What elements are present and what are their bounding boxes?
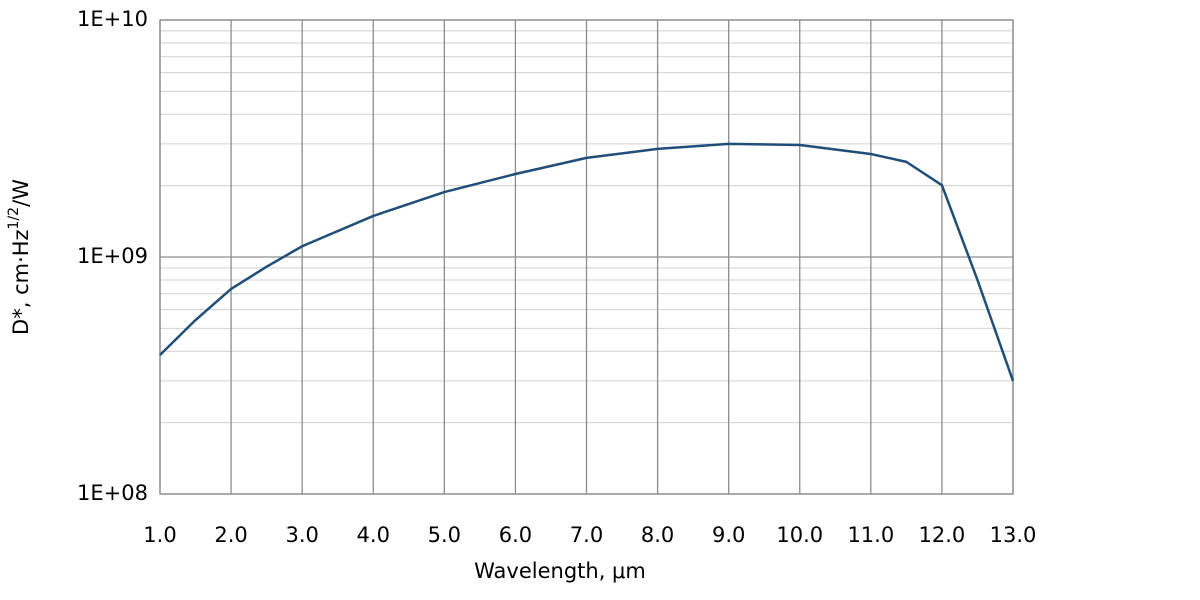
x-tick-label: 2.0 xyxy=(214,523,247,547)
x-tick-label: 3.0 xyxy=(285,523,318,547)
plot-border xyxy=(159,19,1014,495)
x-tick-label: 9.0 xyxy=(712,523,745,547)
x-tick-label: 11.0 xyxy=(847,523,894,547)
data-line xyxy=(159,142,1015,382)
y-axis-label: D*, cm·Hz1/2/W xyxy=(6,179,33,335)
y-tick-label: 1E+09 xyxy=(77,244,148,268)
x-tick-label: 12.0 xyxy=(919,523,966,547)
x-tick-label: 4.0 xyxy=(357,523,390,547)
y-axis-label-part: 1/2 xyxy=(6,207,22,230)
x-tick-label: 10.0 xyxy=(776,523,823,547)
x-axis-label: Wavelength, μm xyxy=(474,559,646,583)
y-axis-label-part: /W xyxy=(9,179,33,207)
y-axis-label-part: D*, cm·Hz xyxy=(9,229,33,335)
x-tick-label: 8.0 xyxy=(641,523,674,547)
x-tick-label: 13.0 xyxy=(990,523,1037,547)
x-tick-label: 7.0 xyxy=(570,523,603,547)
y-tick-label: 1E+10 xyxy=(77,7,148,31)
x-tick-label: 1.0 xyxy=(143,523,176,547)
x-tick-label: 6.0 xyxy=(499,523,532,547)
y-tick-label: 1E+08 xyxy=(77,481,148,505)
x-tick-label: 5.0 xyxy=(428,523,461,547)
